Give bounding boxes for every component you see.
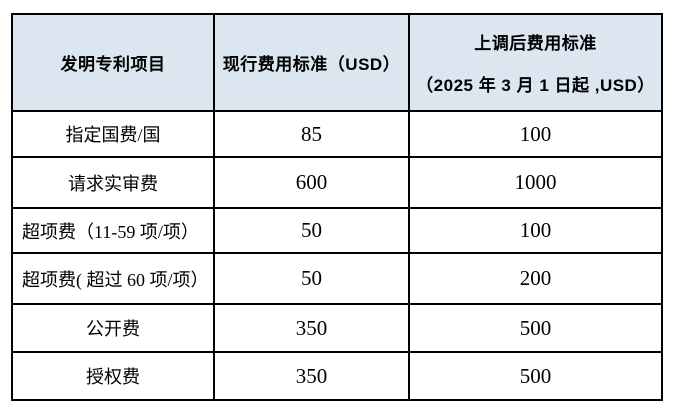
- cell-new-fee: 500: [408, 351, 663, 401]
- cell-new-fee: 1000: [408, 156, 663, 209]
- cell-new-fee: 100: [408, 110, 663, 158]
- cell-current-fee: 50: [213, 252, 410, 305]
- header-new-fee-stack: 上调后费用标准 （2025 年 3 月 1 日起 ,USD）: [411, 29, 660, 96]
- cell-current-fee: 350: [213, 303, 410, 353]
- header-cell-new-fee: 上调后费用标准 （2025 年 3 月 1 日起 ,USD）: [408, 13, 663, 112]
- header-new-fee-label: 上调后费用标准: [474, 34, 597, 53]
- cell-current-fee: 350: [213, 351, 410, 401]
- header-row: 发明专利项目 现行费用标准（USD） 上调后费用标准 （2025 年 3 月 1…: [11, 13, 663, 112]
- header-item-label: 发明专利项目: [60, 55, 166, 74]
- cell-item: 超项费( 超过 60 项/项）: [11, 252, 215, 305]
- cell-current-fee: 85: [213, 110, 410, 158]
- cell-item: 指定国费/国: [11, 110, 215, 158]
- header-cell-item: 发明专利项目: [11, 13, 215, 112]
- table-header: 发明专利项目 现行费用标准（USD） 上调后费用标准 （2025 年 3 月 1…: [11, 13, 663, 112]
- table-row: 授权费 350 500: [11, 351, 663, 401]
- table-row: 超项费( 超过 60 项/项） 50 200: [11, 252, 663, 305]
- table-row: 请求实审费 600 1000: [11, 156, 663, 209]
- table-row: 公开费 350 500: [11, 303, 663, 353]
- cell-item: 授权费: [11, 351, 215, 401]
- header-current-fee-label: 现行费用标准（USD）: [222, 55, 401, 74]
- table-row: 超项费（11-59 项/项） 50 100: [11, 207, 663, 254]
- cell-item: 超项费（11-59 项/项）: [11, 207, 215, 254]
- cell-new-fee: 500: [408, 303, 663, 353]
- cell-item: 请求实审费: [11, 156, 215, 209]
- cell-item: 公开费: [11, 303, 215, 353]
- cell-current-fee: 50: [213, 207, 410, 254]
- patent-fee-table: 发明专利项目 现行费用标准（USD） 上调后费用标准 （2025 年 3 月 1…: [11, 13, 663, 401]
- cell-new-fee: 200: [408, 252, 663, 305]
- header-cell-current-fee: 现行费用标准（USD）: [213, 13, 410, 112]
- cell-new-fee: 100: [408, 207, 663, 254]
- header-new-fee-effective-date: （2025 年 3 月 1 日起 ,USD）: [416, 76, 655, 95]
- table-row: 指定国费/国 85 100: [11, 110, 663, 158]
- table-body: 指定国费/国 85 100 请求实审费 600 1000 超项费（11-59 项…: [11, 110, 663, 401]
- cell-current-fee: 600: [213, 156, 410, 209]
